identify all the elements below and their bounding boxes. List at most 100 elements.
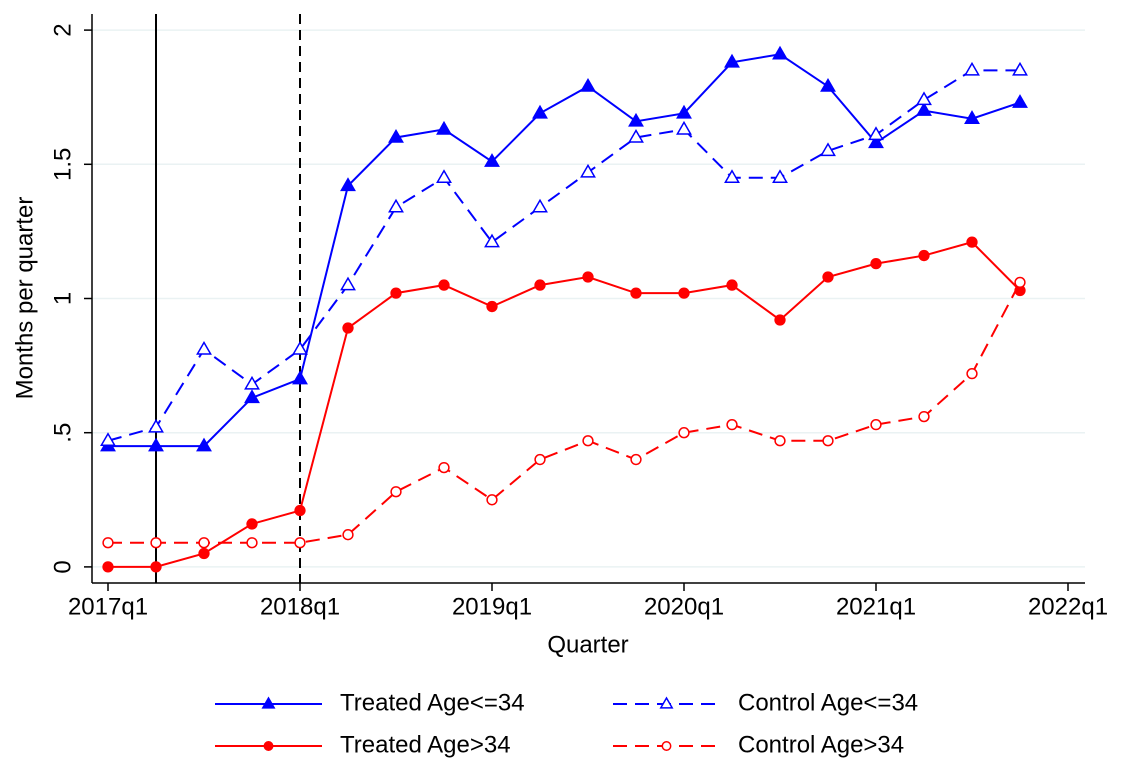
marker [822, 435, 834, 447]
marker [198, 547, 210, 560]
marker [196, 437, 212, 452]
marker [436, 169, 452, 184]
marker [246, 518, 258, 530]
marker [774, 314, 786, 326]
marker [916, 102, 932, 116]
marker [678, 287, 690, 299]
x-tick-label: 2017q1 [68, 593, 148, 620]
y-tick-label: 1.5 [49, 148, 76, 181]
marker [436, 120, 452, 135]
x-tick-label: 2018q1 [260, 593, 340, 620]
marker [820, 142, 836, 157]
x-tick-label: 2019q1 [452, 593, 532, 620]
marker [820, 77, 836, 92]
marker [438, 279, 450, 291]
marker [630, 453, 642, 466]
marker [244, 375, 260, 390]
marker [438, 461, 450, 474]
marker [148, 418, 164, 433]
marker [390, 486, 402, 498]
marker [628, 128, 644, 143]
marker [964, 61, 980, 76]
marker [582, 435, 594, 447]
marker [918, 410, 930, 423]
marker [484, 153, 500, 167]
marker [1012, 61, 1028, 76]
marker [868, 126, 884, 141]
marker [628, 112, 644, 127]
series-line [107, 69, 1020, 442]
marker [532, 198, 548, 213]
marker [580, 163, 596, 178]
x-axis-title: Quarter [547, 631, 628, 658]
marker [870, 257, 882, 270]
legend-marker [261, 696, 276, 709]
marker [388, 128, 404, 143]
y-tick-label: 1 [49, 292, 76, 305]
marker [292, 340, 308, 355]
marker [966, 236, 978, 248]
marker [772, 45, 788, 60]
marker [916, 91, 932, 106]
marker [102, 561, 114, 573]
legend-marker [661, 741, 672, 751]
legend-marker [263, 741, 274, 751]
marker [918, 249, 930, 262]
legend-marker [659, 696, 674, 709]
marker [534, 279, 546, 291]
y-tick-label: .5 [49, 423, 76, 443]
marker [870, 418, 882, 431]
marker [868, 134, 884, 149]
marker [340, 177, 356, 192]
marker [100, 432, 116, 447]
marker [148, 437, 164, 452]
marker [726, 418, 738, 431]
marker [726, 279, 738, 291]
marker [340, 276, 356, 291]
marker [676, 120, 692, 135]
y-tick-label: 0 [49, 560, 76, 573]
marker [390, 287, 402, 299]
marker [724, 53, 740, 68]
legend-label: Treated Age<=34 [340, 689, 525, 716]
legend-label: Control Age<=34 [738, 689, 918, 716]
series-line [108, 281, 1021, 544]
marker [484, 233, 500, 248]
marker [150, 537, 162, 549]
marker [724, 169, 740, 184]
marker [486, 300, 498, 313]
marker [246, 537, 258, 549]
marker [630, 287, 642, 299]
marker [102, 537, 114, 549]
marker [1012, 94, 1028, 108]
marker [582, 271, 594, 283]
x-tick-label: 2021q1 [836, 593, 916, 620]
marker [292, 370, 308, 385]
series-line [108, 241, 1021, 568]
marker [198, 537, 210, 549]
legend-label: Control Age>34 [738, 731, 904, 758]
marker [196, 340, 212, 355]
marker [772, 169, 788, 184]
marker [150, 561, 162, 573]
x-tick-label: 2020q1 [644, 593, 724, 620]
marker [532, 104, 548, 119]
marker [294, 504, 306, 517]
legend-label: Treated Age>34 [340, 731, 511, 758]
marker [966, 368, 978, 380]
marker [678, 427, 690, 439]
x-tick-label: 2022q1 [1028, 593, 1108, 620]
marker [294, 537, 306, 549]
marker [822, 271, 834, 283]
marker [486, 494, 498, 506]
marker [388, 198, 404, 213]
marker [964, 110, 980, 124]
marker [676, 104, 692, 119]
marker [342, 529, 354, 541]
y-tick-label: 2 [49, 23, 76, 36]
marker [774, 435, 786, 447]
marker [244, 389, 260, 404]
marker [534, 453, 546, 466]
